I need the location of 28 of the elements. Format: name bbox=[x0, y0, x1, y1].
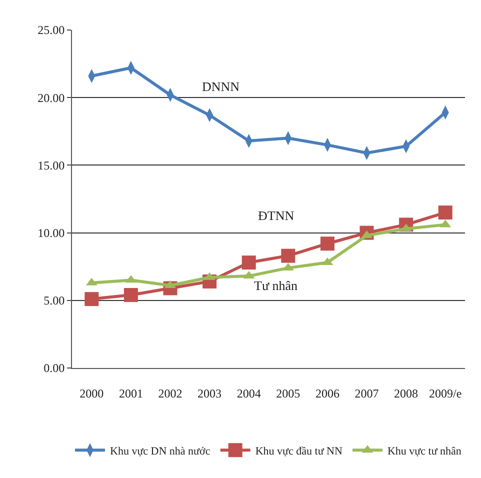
legend-label: Khu vực DN nhà nước bbox=[110, 445, 210, 458]
legend-label: Khu vực đầu tư NN bbox=[255, 445, 342, 458]
point bbox=[242, 256, 256, 270]
annotation: ĐTNN bbox=[258, 208, 295, 223]
point bbox=[438, 206, 452, 220]
annotation: Tư nhân bbox=[254, 278, 298, 293]
y-tick-label: 20.00 bbox=[38, 90, 65, 105]
x-tick-label: 2003 bbox=[198, 386, 222, 400]
x-tick-label: 2006 bbox=[315, 386, 340, 400]
point bbox=[84, 292, 99, 306]
x-tick-label: 2004 bbox=[236, 386, 261, 400]
x-tick-label: 2008 bbox=[394, 386, 418, 400]
point bbox=[124, 288, 138, 302]
y-tick-label: 0.00 bbox=[44, 361, 65, 376]
legend-label: Khu vực tư nhân bbox=[387, 445, 462, 458]
y-tick-label: 25.00 bbox=[38, 23, 65, 38]
x-tick-label: 2007 bbox=[354, 386, 379, 400]
x-tick-label: 2005 bbox=[276, 386, 300, 400]
x-tick-label: 2009/e bbox=[429, 386, 462, 400]
y-tick-label: 15.00 bbox=[38, 158, 65, 172]
x-tick-label: 2001 bbox=[118, 386, 143, 400]
y-tick-label: 5.00 bbox=[44, 294, 65, 308]
annotation: DNNN bbox=[202, 79, 240, 94]
y-tick-label: 10.00 bbox=[38, 226, 65, 240]
point bbox=[320, 236, 334, 251]
x-tick-label: 2000 bbox=[80, 386, 104, 400]
point bbox=[281, 248, 296, 263]
x-tick-label: 2002 bbox=[158, 386, 182, 400]
